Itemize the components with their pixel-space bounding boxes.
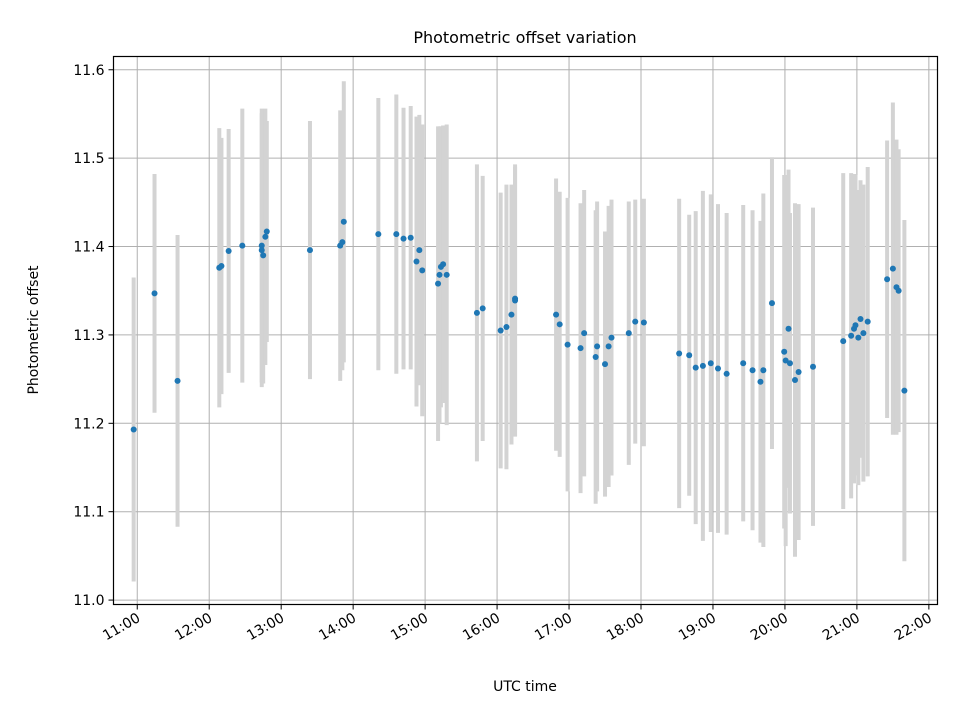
y-tick-label: 11.6 <box>73 63 104 79</box>
data-point <box>686 352 693 359</box>
data-point <box>707 360 714 367</box>
data-point <box>130 426 137 433</box>
data-point <box>749 367 756 374</box>
data-point <box>260 252 267 259</box>
data-point <box>375 231 382 238</box>
data-points <box>130 218 908 433</box>
data-point <box>564 341 571 348</box>
data-point <box>592 354 599 361</box>
data-point <box>503 323 510 330</box>
data-point <box>760 367 767 374</box>
data-point <box>263 228 270 235</box>
data-point <box>864 318 871 325</box>
data-point <box>413 258 420 265</box>
data-point <box>553 311 560 318</box>
data-point <box>840 338 847 345</box>
data-point <box>884 276 891 283</box>
data-point <box>785 325 792 332</box>
y-tick-label: 11.5 <box>73 151 104 167</box>
x-axis-label: UTC time <box>493 679 557 695</box>
data-point <box>848 332 855 339</box>
data-point <box>393 231 400 238</box>
data-point <box>895 287 902 294</box>
data-point <box>151 290 158 297</box>
data-point <box>699 362 706 369</box>
data-point <box>497 327 504 334</box>
data-point <box>594 343 601 350</box>
data-point <box>508 311 515 318</box>
data-point <box>605 343 612 350</box>
data-point <box>632 318 639 325</box>
data-point <box>786 360 793 367</box>
data-point <box>440 261 447 268</box>
data-point <box>860 330 867 337</box>
data-point <box>262 233 269 240</box>
data-point <box>400 235 407 242</box>
data-point <box>443 271 450 278</box>
data-point <box>757 378 764 385</box>
data-point <box>258 247 265 254</box>
data-point <box>810 363 817 370</box>
data-point <box>581 330 588 337</box>
data-point <box>901 387 908 394</box>
data-point <box>340 218 347 225</box>
data-point <box>768 300 775 307</box>
chart-title: Photometric offset variation <box>413 28 636 47</box>
y-tick-label: 11.3 <box>73 328 104 344</box>
data-point <box>676 350 683 357</box>
data-point <box>640 319 647 326</box>
data-point <box>512 295 519 302</box>
data-point <box>795 369 802 376</box>
data-point <box>479 305 486 312</box>
data-point <box>419 267 426 274</box>
data-point <box>473 309 480 316</box>
y-tick-label: 11.4 <box>73 240 104 256</box>
data-point <box>857 316 864 323</box>
data-point <box>339 239 346 246</box>
data-point <box>855 334 862 341</box>
data-point <box>782 357 789 364</box>
data-point <box>740 360 747 367</box>
data-point <box>692 364 699 371</box>
data-point <box>852 322 859 329</box>
data-point <box>174 377 181 384</box>
y-axis-label: Photometric offset <box>26 265 42 395</box>
data-point <box>435 280 442 287</box>
data-point <box>715 365 722 372</box>
data-point <box>306 247 313 254</box>
data-point <box>218 262 225 269</box>
y-axis-ticks: 11.0 11.1 11.2 11.3 11.4 11.5 11.6 <box>73 63 114 609</box>
y-tick-label: 11.2 <box>73 416 104 432</box>
y-tick-label: 11.0 <box>73 593 104 609</box>
data-point <box>723 370 730 377</box>
data-point <box>602 361 609 368</box>
data-point <box>792 376 799 383</box>
data-point <box>436 271 443 278</box>
data-point <box>625 330 632 337</box>
data-point <box>889 265 896 272</box>
data-point <box>781 348 788 355</box>
data-point <box>258 242 265 249</box>
data-point <box>577 345 584 352</box>
data-point <box>416 247 423 254</box>
data-point <box>407 234 414 241</box>
data-point <box>225 247 232 254</box>
y-tick-label: 11.1 <box>73 505 104 521</box>
plot-frame <box>112 55 939 606</box>
data-point <box>556 321 563 328</box>
data-point <box>608 334 615 341</box>
data-point <box>239 242 246 249</box>
